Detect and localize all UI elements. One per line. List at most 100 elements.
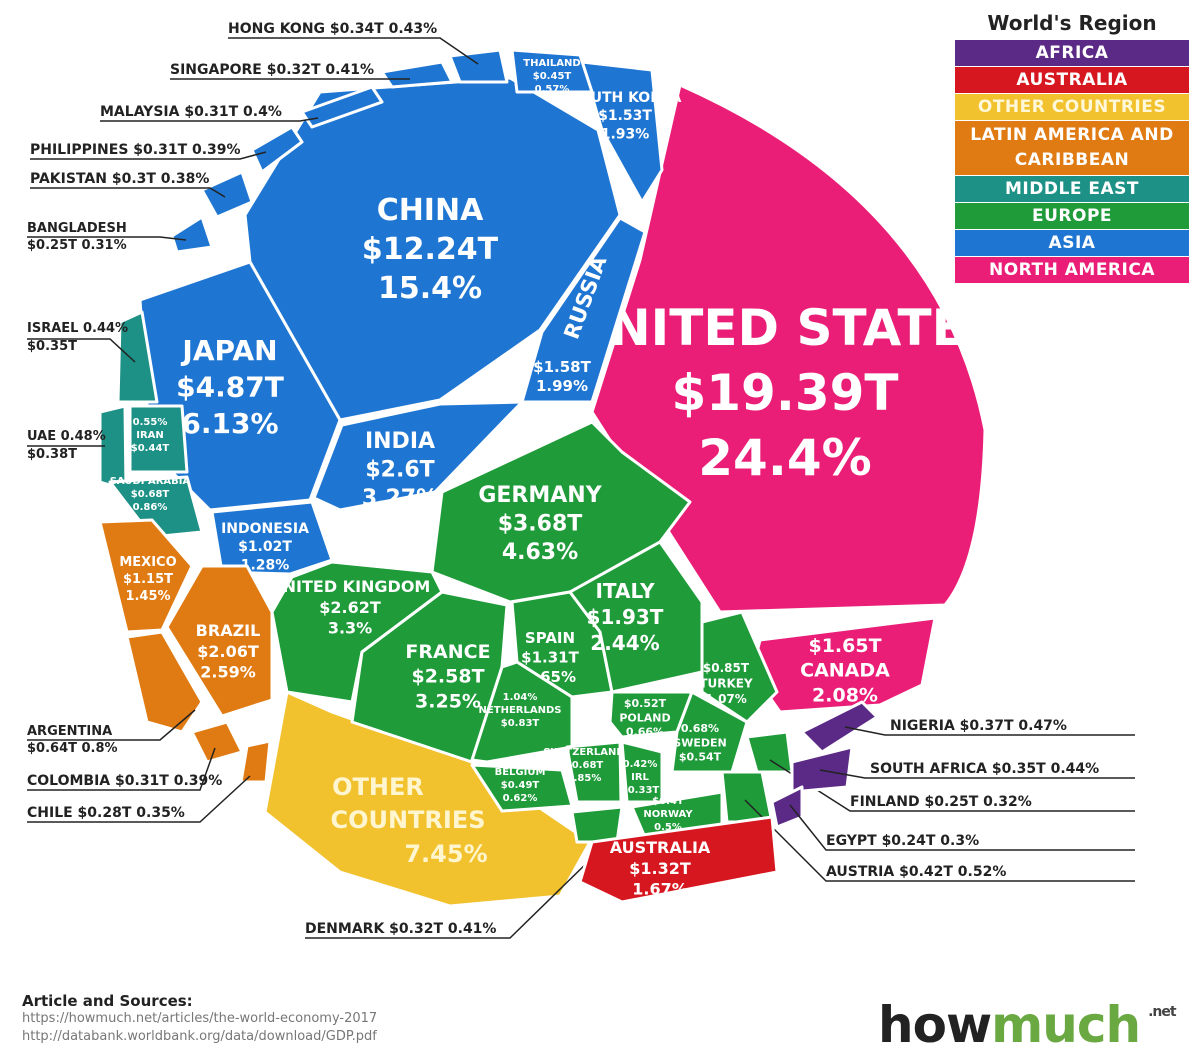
logo-text: how [878,996,992,1054]
cell-label-name: CANADA [800,660,890,682]
callout-label: ISRAEL 0.44% [27,321,128,336]
cell-label-share: 0.66% [626,726,664,739]
cell-label-name: SOUTH KOREA [569,90,682,106]
cell-label-gdp: $12.24T [362,232,499,267]
cell-label-share: 1.07% [705,692,747,706]
cell-label-name: INDONESIA [221,521,309,537]
cell-label-gdp: $2.06T [197,642,259,661]
legend-item-north-america: NORTH AMERICA [955,257,1189,283]
callout-label: FINLAND $0.25T 0.32% [850,794,1032,810]
cell-label-share: 0.86% [133,502,168,513]
callout-label: BANGLADESH [27,221,127,236]
source-link[interactable]: https://howmuch.net/articles/the-world-e… [22,1011,378,1026]
callout-label: HONG KONG $0.34T 0.43% [228,21,437,37]
sources: Article and Sources: https://howmuch.net… [22,992,377,1046]
cell-label-gdp: $1.58T [533,358,591,376]
callout-label: SOUTH AFRICA $0.35T 0.44% [870,761,1099,777]
cell-bangladesh [170,215,214,254]
cell-label-share: 0.62% [503,793,538,804]
callout-label: $0.64T 0.8% [27,741,118,756]
cell-label-gdp: $0.68T [565,760,604,771]
cell-label-name: JAPAN [180,334,277,367]
callout-label: COLOMBIA $0.31T 0.39% [27,773,222,789]
leader-line [27,236,187,241]
cell-denmark [570,805,624,844]
cell-india [312,400,524,512]
cell-label-name: SWEDEN [673,736,726,749]
cell-philippines [250,125,304,174]
cell-label-share: 1.04% [503,692,538,703]
cell-label-share: 4.63% [502,540,578,565]
legend-title: World's Region [987,11,1157,35]
cell-label-name: SWITZERLAND [543,747,624,758]
cell-label-share: 2.08% [812,684,878,706]
leader-line [27,338,136,363]
cell-label-gdp: $0.4T [652,796,684,807]
cell-label-name: BRAZIL [196,621,261,640]
cell-label-gdp: $19.39T [671,364,898,422]
cell-egypt [770,785,804,829]
cell-malaysia [300,85,384,129]
leader-line [819,769,1135,779]
leader-line [30,187,226,198]
cell-sweden [670,690,749,774]
cell-label-share: 2.44% [590,631,659,655]
callout-label: UAE 0.48% [27,429,106,444]
callout-label: SINGAPORE $0.32T 0.41% [170,62,374,78]
legend-item-africa: AFRICA [955,40,1189,66]
cell-turkey [700,610,779,724]
callout-label: $0.35T [27,339,77,354]
cell-indonesia [210,500,334,576]
cell-poland [608,690,694,739]
cell-label-name: IRL [631,772,649,783]
cell-finland [745,730,794,774]
cell-thailand [510,48,594,94]
cell-label-share: 0.5% [654,822,682,833]
cell-label-name: ITALY [595,579,655,603]
cell-label-name: TURKEY [699,677,753,691]
cell-label-share: 0.57% [535,84,570,95]
cell-label-share: 1.28% [241,557,290,573]
cell-belgium [470,763,574,813]
sources-title: Article and Sources: [22,992,193,1010]
cell-label-share: 24.4% [698,429,871,487]
cell-pakistan [200,170,254,219]
cell-label-name: SAUDI ARABIA [110,476,191,487]
cell-label-share: 3.27% [362,486,438,511]
cell-label-share: 1.99% [536,377,588,395]
cell-label-name: COUNTRIES [330,806,485,834]
legend-item-australia: AUSTRALIA [955,67,1189,93]
leader-line [844,726,1135,736]
cell-label-gdp: $0.33T [621,785,660,796]
legend-item-asia: ASIA [955,230,1189,256]
leader-line [789,804,1135,851]
cell-label-name: SPAIN [525,629,575,647]
cell-label-gdp: $1.31T [521,649,579,667]
cell-south-africa [790,745,854,794]
cell-label-name: FRANCE [405,641,490,663]
cell-saudi-arabia [108,475,204,539]
source-link[interactable]: http://databank.worldbank.org/data/downl… [22,1029,377,1044]
cell-label-name: AUSTRALIA [610,838,711,857]
cell-label-gdp: $2.6T [365,458,434,483]
legend-item-middle-east: MIDDLE EAST [955,176,1189,202]
cell-label-gdp: $1.02T [238,539,292,555]
cell-label-name: POLAND [619,711,670,724]
cell-label-share: 3.25% [415,690,481,712]
leader-line [27,709,196,741]
cell-label-share: 1.67% [632,880,688,899]
cell-label-name: OTHER [332,773,424,801]
logo-text: much [991,996,1141,1054]
cell-label-share: 0.42% [623,759,658,770]
cell-label-gdp: $1.32T [629,859,691,878]
cell-russia [520,216,647,404]
cell-label-name: CHINA [377,193,484,228]
leader-line [305,854,596,939]
cell-label-gdp: $0.68T [131,489,170,500]
leader-line [30,151,267,160]
cell-colombia [190,720,244,764]
leader-line [100,117,319,122]
cell-label-name: UNITED STATES [568,299,1002,357]
cell-label-gdp: $2.58T [411,666,484,688]
